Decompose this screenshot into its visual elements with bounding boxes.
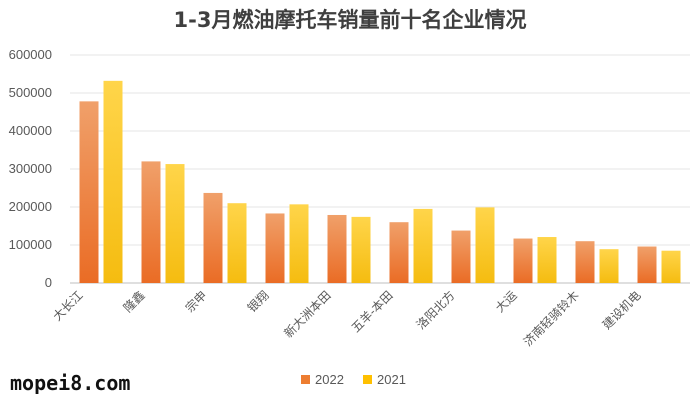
x-tick-label: 新大洲本田 (281, 288, 334, 341)
y-axis: 0 100000 200000 300000 400000 500000 600000 (9, 47, 52, 290)
y-tick-label: 200000 (9, 199, 52, 214)
bar-2021-0 (103, 80, 123, 283)
legend-label: 2021 (377, 372, 406, 387)
bar-2021-1 (165, 164, 185, 283)
bar-2021-8 (599, 249, 619, 283)
x-tick-label: 宗申 (182, 288, 210, 316)
legend-swatch-2021 (363, 375, 372, 384)
legend-swatch-2022 (301, 375, 310, 384)
bar-2022-5 (389, 222, 409, 283)
y-tick-label: 500000 (9, 85, 52, 100)
bar-2022-0 (79, 101, 99, 283)
x-tick-label: 隆鑫 (120, 288, 148, 316)
bar-2022-8 (575, 241, 595, 283)
x-tick-label: 大运 (493, 288, 520, 315)
bar-2021-3 (289, 204, 309, 283)
bar-2021-7 (537, 237, 557, 283)
y-tick-label: 600000 (9, 47, 52, 62)
bar-2022-1 (141, 161, 161, 283)
bar-2022-3 (265, 213, 285, 283)
y-tick-label: 300000 (9, 161, 52, 176)
x-tick-label: 建设机电 (600, 288, 644, 332)
legend: 2022 2021 (301, 372, 406, 387)
bar-2021-2 (227, 203, 247, 283)
y-tick-label: 400000 (9, 123, 52, 138)
bar-2022-9 (637, 246, 657, 283)
legend-label: 2022 (315, 372, 344, 387)
bars (79, 80, 681, 283)
bar-2022-6 (451, 230, 471, 283)
bar-2022-7 (513, 238, 533, 283)
y-tick-label: 100000 (9, 237, 52, 252)
bar-2021-9 (661, 250, 681, 283)
bar-2022-4 (327, 214, 347, 283)
x-tick-label: 济南轻骑铃木 (520, 288, 582, 350)
chart-title: 1-3月燃油摩托车销量前十名企业情况 (174, 8, 527, 32)
watermark-text: mopei8.com (10, 371, 130, 395)
x-axis: 大长江 隆鑫 宗申 银翔 新大洲本田 五羊-本田 洛阳北方 大运 济南轻骑铃木 建设机电 (50, 288, 643, 350)
x-tick-label: 五羊-本田 (348, 288, 396, 336)
bar-2021-5 (413, 208, 433, 283)
x-tick-label: 洛阳北方 (413, 288, 458, 333)
bar-2021-6 (475, 207, 495, 283)
bar-2022-2 (203, 192, 223, 283)
x-tick-label: 银翔 (245, 288, 272, 315)
gridlines (70, 54, 690, 284)
y-tick-label: 0 (45, 275, 52, 290)
bar-2021-4 (351, 216, 371, 283)
x-tick-label: 大长江 (50, 288, 85, 323)
